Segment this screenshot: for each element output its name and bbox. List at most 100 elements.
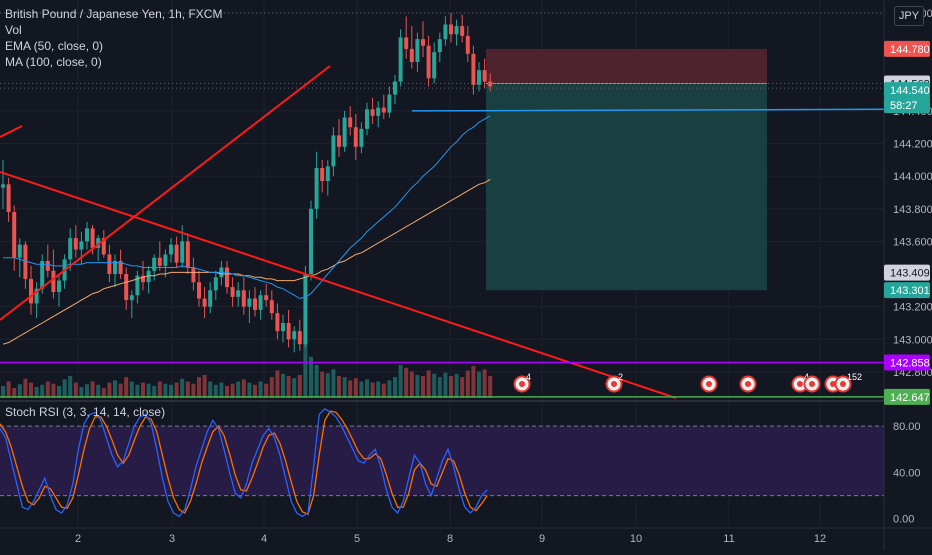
volume-bar <box>124 377 129 398</box>
candle-body <box>398 37 403 82</box>
candle-body <box>449 24 453 35</box>
time-tick-label: 12 <box>814 533 826 545</box>
candle-body <box>73 238 78 250</box>
volume-bar <box>482 369 487 398</box>
volume-bar <box>107 382 112 398</box>
candle-body <box>432 52 437 79</box>
event-flag-icon[interactable]: 4 <box>513 372 532 393</box>
price-tag-bg <box>884 354 930 371</box>
volume-bar <box>12 388 17 398</box>
candle-body <box>79 241 84 250</box>
event-flag-icon[interactable] <box>700 375 718 393</box>
volume-bar <box>62 379 67 398</box>
volume-bar <box>303 337 308 398</box>
candle-body <box>1 184 5 188</box>
volume-bar <box>57 385 61 398</box>
volume-bar <box>393 377 397 398</box>
candle-body <box>12 212 17 258</box>
candle-body <box>51 270 56 292</box>
volume-bar <box>208 381 213 398</box>
candle-body <box>331 135 336 167</box>
volume-bar <box>460 377 465 398</box>
candle-body <box>6 184 11 213</box>
volume-indicator-label[interactable]: Vol <box>5 23 22 37</box>
volume-bar <box>40 384 45 398</box>
volume-bar <box>163 383 168 398</box>
ma-indicator-label[interactable]: MA (100, close, 0) <box>5 55 102 69</box>
candle-body <box>241 290 246 307</box>
event-markers: 4 2 4 152 <box>513 372 863 393</box>
volume-bar <box>292 378 297 398</box>
candle-body <box>152 257 157 271</box>
candle-body <box>96 238 101 248</box>
candle-body <box>309 208 313 275</box>
candle-body <box>314 168 319 209</box>
candle-body <box>258 295 263 310</box>
volume-bar <box>314 365 319 398</box>
candle-body <box>393 81 397 95</box>
volume-bar <box>320 371 325 398</box>
currency-button[interactable]: JPY <box>894 6 924 26</box>
candle-body <box>292 331 297 340</box>
event-flag-icon[interactable]: 2 <box>605 372 624 393</box>
price-tag: 144.780 <box>884 40 930 57</box>
volume-bar <box>185 381 190 398</box>
candle-body <box>208 290 213 307</box>
price-tag-bg <box>884 264 930 281</box>
volume-bar <box>68 376 73 398</box>
volume-bar <box>477 371 481 398</box>
volume-bar <box>85 384 89 398</box>
event-flag-icon[interactable] <box>803 375 821 393</box>
stoch-axis-ticks: 80.00 40.00 0.00 <box>893 421 921 526</box>
event-dot <box>809 381 815 387</box>
time-tick-label: 3 <box>169 533 175 545</box>
volume-bar <box>443 372 448 398</box>
candle-body <box>141 275 145 283</box>
volume-bar <box>426 370 431 398</box>
volume-bar <box>449 376 453 398</box>
volume-bars <box>1 337 493 398</box>
price-tick-label: 144.000 <box>893 171 932 183</box>
price-tag: 143.409 <box>884 264 930 281</box>
candle-body <box>90 228 95 248</box>
ema-50-line <box>3 115 491 300</box>
symbol-title[interactable]: British Pound / Japanese Yen, 1h, FXCM <box>5 7 223 21</box>
time-tick-label: 5 <box>354 533 360 545</box>
event-flag-icon[interactable]: 152 <box>834 372 863 393</box>
event-count: 4 <box>526 372 531 382</box>
time-tick-label: 9 <box>539 533 545 545</box>
stop-loss-zone <box>486 48 767 84</box>
volume-bar <box>376 381 381 398</box>
volume-bar <box>180 378 185 398</box>
volume-bar <box>225 385 229 398</box>
volume-bar <box>387 380 392 398</box>
volume-bar <box>157 381 162 398</box>
chart-legend: British Pound / Japanese Yen, 1h, FXCM V… <box>5 6 222 70</box>
candle-body <box>471 53 476 85</box>
candle-body <box>23 244 28 279</box>
price-tick-label: 143.600 <box>893 236 932 248</box>
ema-indicator-label[interactable]: EMA (50, close, 0) <box>5 39 104 53</box>
stoch-k-line <box>0 407 488 518</box>
volume-bar <box>465 370 470 398</box>
candle-body <box>297 331 302 345</box>
volume-bar <box>101 388 106 398</box>
volume-bar <box>437 377 442 398</box>
volume-bar <box>23 378 28 398</box>
candle-body <box>135 275 140 296</box>
stoch-rsi-label[interactable]: Stoch RSI (3, 3, 14, 14, close) <box>5 405 166 419</box>
volume-bar <box>247 382 252 398</box>
volume-bar <box>113 380 117 398</box>
ma-100-line <box>2 178 491 345</box>
event-count: 2 <box>618 372 623 382</box>
volume-bar <box>353 378 358 398</box>
event-flag-icon[interactable] <box>739 375 757 393</box>
time-tick-label: 10 <box>630 533 642 545</box>
price-tag: 142.647 <box>884 388 930 405</box>
candle-body <box>118 260 123 275</box>
candle-body <box>157 257 162 266</box>
event-dot <box>840 381 846 387</box>
candles <box>1 13 493 353</box>
